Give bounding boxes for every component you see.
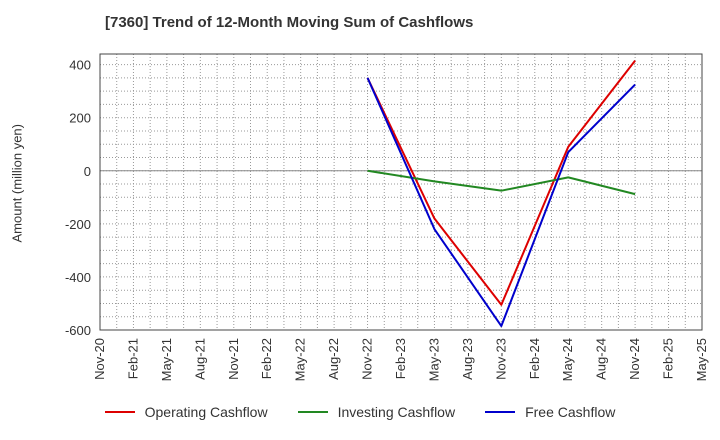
x-tick-label: Aug-23 (460, 338, 475, 380)
legend-item-operating-cashflow: Operating Cashflow (104, 404, 268, 420)
x-tick-label: Nov-20 (92, 338, 107, 380)
operating-cashflow-line (366, 60, 636, 306)
x-tick-label: Feb-21 (125, 338, 140, 379)
x-tick-label: Feb-25 (661, 338, 676, 379)
y-tick-label: -400 (65, 270, 91, 285)
x-tick-label: Nov-24 (627, 338, 642, 380)
y-tick-label: 200 (69, 111, 91, 126)
x-tick-label: Nov-23 (493, 338, 508, 380)
x-tick-label: Aug-21 (192, 338, 207, 380)
x-tick-label: May-23 (426, 338, 441, 381)
legend: Operating Cashflow Investing Cashflow Free… (0, 404, 720, 420)
x-tick-label: Aug-24 (594, 338, 609, 380)
free-cashflow-line (366, 77, 636, 328)
y-tick-label: -200 (65, 217, 91, 232)
plot-frame (99, 53, 703, 331)
x-tick-label: Nov-21 (226, 338, 241, 380)
x-tick-label: Feb-23 (393, 338, 408, 379)
legend-swatch (104, 411, 135, 413)
legend-swatch (485, 411, 516, 413)
legend-label: Investing Cashflow (337, 404, 456, 420)
x-tick-label: May-22 (293, 338, 308, 381)
legend-item-free-cashflow: Free Cashflow (485, 404, 615, 420)
x-tick-label: May-25 (694, 338, 709, 381)
legend-label: Free Cashflow (525, 404, 616, 420)
y-tick-label: -600 (65, 323, 91, 338)
chart-title: [7360] Trend of 12-Month Moving Sum of C… (105, 14, 474, 31)
legend-item-investing-cashflow: Investing Cashflow (297, 404, 456, 420)
y-tick-label: 400 (69, 58, 91, 73)
x-tick-label: May-24 (560, 338, 575, 381)
y-tick-label: 0 (84, 164, 91, 179)
x-tick-label: May-21 (159, 338, 174, 381)
x-tick-label: Aug-22 (326, 338, 341, 380)
legend-swatch (297, 411, 328, 413)
x-tick-label: Nov-22 (360, 338, 375, 380)
x-tick-label: Feb-22 (259, 338, 274, 379)
x-tick-label: Feb-24 (527, 338, 542, 379)
legend-label: Operating Cashflow (144, 404, 268, 420)
